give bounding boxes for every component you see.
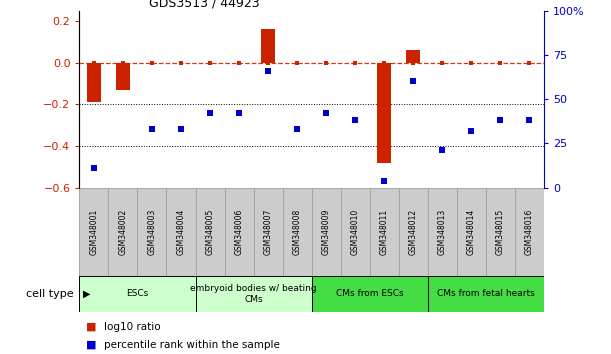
- Bar: [406, 50, 420, 63]
- Bar: [115, 63, 130, 90]
- Text: ■: ■: [86, 340, 96, 350]
- Text: CMs from ESCs: CMs from ESCs: [336, 289, 403, 298]
- Bar: [225, 188, 254, 276]
- Text: GSM348004: GSM348004: [177, 209, 186, 255]
- Text: GSM348013: GSM348013: [437, 209, 447, 255]
- Text: GSM348007: GSM348007: [263, 209, 273, 255]
- Text: ■: ■: [86, 322, 96, 332]
- Bar: [399, 188, 428, 276]
- Bar: [137, 188, 167, 276]
- Bar: [370, 188, 398, 276]
- Bar: [428, 188, 456, 276]
- Text: cell type: cell type: [26, 289, 73, 299]
- Text: GSM348015: GSM348015: [496, 209, 505, 255]
- Text: percentile rank within the sample: percentile rank within the sample: [104, 340, 280, 350]
- Bar: [377, 63, 392, 162]
- Text: GSM348016: GSM348016: [525, 209, 534, 255]
- Bar: [166, 188, 196, 276]
- Text: ESCs: ESCs: [126, 289, 148, 298]
- Text: ▶: ▶: [82, 289, 90, 299]
- Text: CMs from fetal hearts: CMs from fetal hearts: [437, 289, 535, 298]
- Text: GSM348005: GSM348005: [205, 209, 214, 255]
- Bar: [282, 188, 312, 276]
- Bar: [254, 188, 282, 276]
- Bar: [196, 188, 225, 276]
- Text: GDS3513 / 44923: GDS3513 / 44923: [149, 0, 260, 10]
- Bar: [428, 276, 544, 312]
- Text: GSM348011: GSM348011: [379, 209, 389, 255]
- Bar: [341, 188, 370, 276]
- Text: embryoid bodies w/ beating
CMs: embryoid bodies w/ beating CMs: [190, 284, 317, 303]
- Bar: [312, 188, 341, 276]
- Bar: [456, 188, 486, 276]
- Text: GSM348010: GSM348010: [351, 209, 360, 255]
- Bar: [486, 188, 515, 276]
- Bar: [196, 276, 312, 312]
- Bar: [87, 63, 101, 102]
- Bar: [79, 188, 109, 276]
- Text: GSM348009: GSM348009: [321, 209, 331, 255]
- Text: GSM348002: GSM348002: [119, 209, 128, 255]
- Text: GSM348003: GSM348003: [147, 209, 156, 255]
- Bar: [261, 29, 276, 63]
- Text: log10 ratio: log10 ratio: [104, 322, 161, 332]
- Text: GSM348008: GSM348008: [293, 209, 302, 255]
- Bar: [79, 276, 196, 312]
- Bar: [109, 188, 137, 276]
- Bar: [514, 188, 544, 276]
- Bar: [312, 276, 428, 312]
- Text: GSM348012: GSM348012: [409, 209, 418, 255]
- Text: GSM348006: GSM348006: [235, 209, 244, 255]
- Text: GSM348014: GSM348014: [467, 209, 476, 255]
- Text: GSM348001: GSM348001: [89, 209, 98, 255]
